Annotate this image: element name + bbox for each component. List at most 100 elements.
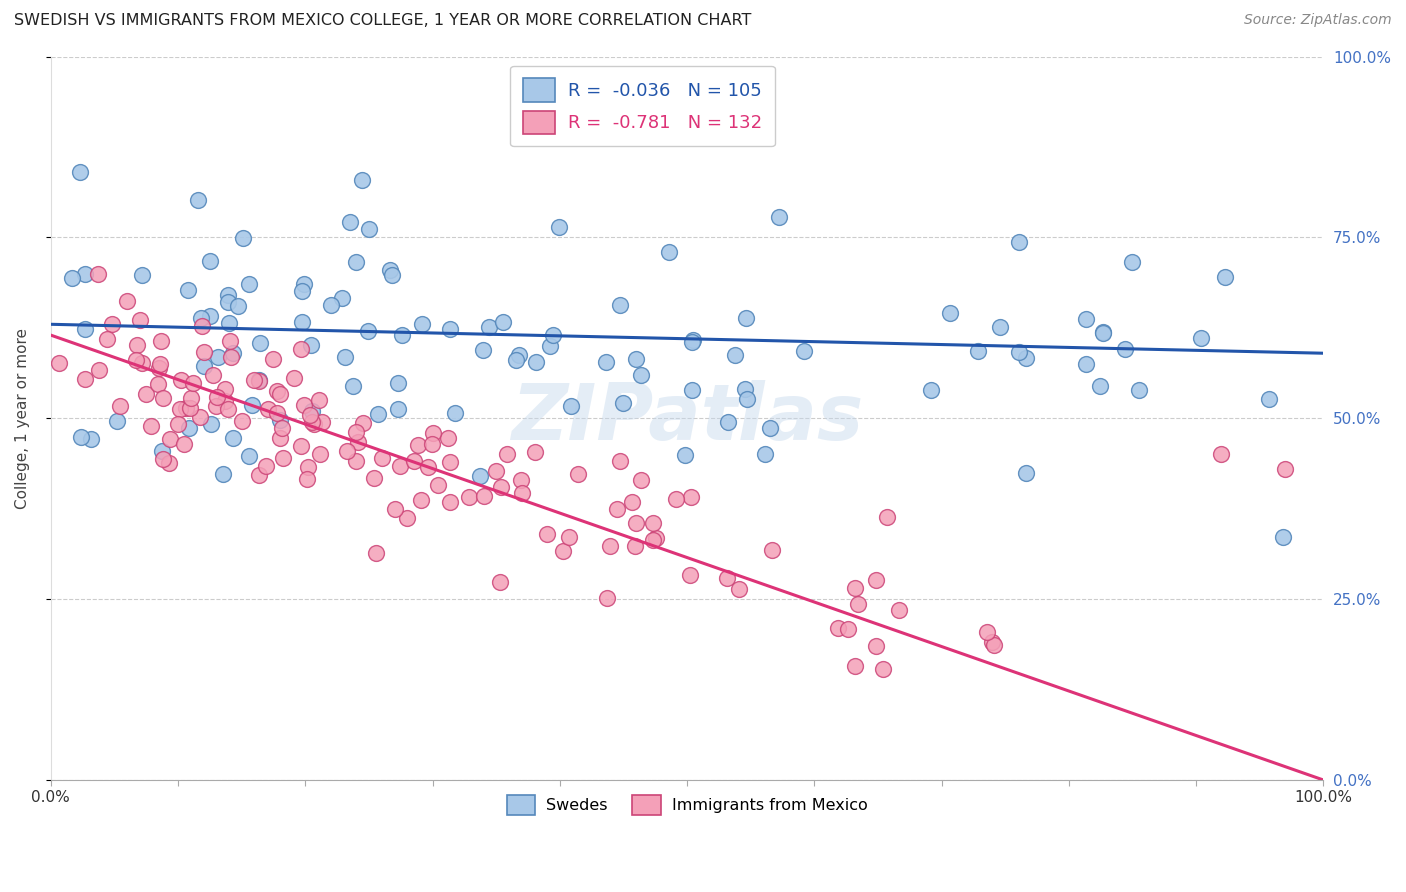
Text: SWEDISH VS IMMIGRANTS FROM MEXICO COLLEGE, 1 YEAR OR MORE CORRELATION CHART: SWEDISH VS IMMIGRANTS FROM MEXICO COLLEG… xyxy=(14,13,751,29)
Point xyxy=(367,407,389,421)
Point xyxy=(198,309,221,323)
Y-axis label: College, 1 year or more: College, 1 year or more xyxy=(15,328,30,508)
Text: Source: ZipAtlas.com: Source: ZipAtlas.com xyxy=(1244,13,1392,28)
Text: ZIPatlas: ZIPatlas xyxy=(510,380,863,457)
Point xyxy=(470,469,492,483)
Point xyxy=(148,360,170,375)
Point xyxy=(218,317,240,331)
Point xyxy=(1015,351,1038,365)
Point xyxy=(553,543,575,558)
Point xyxy=(269,431,291,445)
Point xyxy=(152,452,174,467)
Point xyxy=(983,638,1005,652)
Point xyxy=(131,268,153,282)
Point xyxy=(217,288,239,302)
Point xyxy=(624,516,647,531)
Point xyxy=(547,220,569,235)
Point xyxy=(200,253,222,268)
Point xyxy=(496,447,519,461)
Point xyxy=(524,445,547,459)
Point xyxy=(472,489,495,503)
Point xyxy=(524,354,547,368)
Point xyxy=(207,351,229,365)
Point xyxy=(865,639,887,653)
Point xyxy=(967,343,990,358)
Point xyxy=(125,338,148,352)
Point xyxy=(599,539,621,553)
Point xyxy=(269,387,291,401)
Point xyxy=(920,383,942,397)
Legend: Swedes, Immigrants from Mexico: Swedes, Immigrants from Mexico xyxy=(495,783,879,826)
Point xyxy=(292,398,315,412)
Point xyxy=(620,494,643,508)
Point xyxy=(508,348,530,362)
Point xyxy=(681,335,703,350)
Point xyxy=(330,291,353,305)
Point xyxy=(980,635,1002,649)
Point xyxy=(150,444,173,458)
Point xyxy=(48,356,70,370)
Point xyxy=(135,387,157,401)
Point xyxy=(115,294,138,309)
Point xyxy=(167,417,190,432)
Point xyxy=(681,490,703,504)
Point xyxy=(344,425,367,440)
Point xyxy=(567,467,589,482)
Point xyxy=(347,435,370,450)
Point xyxy=(364,545,387,559)
Point xyxy=(402,454,425,468)
Point xyxy=(96,332,118,346)
Point xyxy=(219,350,242,364)
Point xyxy=(319,298,342,312)
Point xyxy=(146,377,169,392)
Point xyxy=(510,474,533,488)
Point xyxy=(301,404,323,418)
Point xyxy=(352,173,374,187)
Point xyxy=(1211,448,1233,462)
Point xyxy=(297,460,319,475)
Point xyxy=(505,353,527,368)
Point xyxy=(188,409,211,424)
Point xyxy=(630,473,652,487)
Point xyxy=(609,298,631,312)
Point xyxy=(177,421,200,435)
Point xyxy=(214,394,236,409)
Point xyxy=(846,597,869,611)
Point xyxy=(359,222,381,236)
Point xyxy=(205,390,228,404)
Point xyxy=(254,459,277,474)
Point xyxy=(297,472,319,486)
Point xyxy=(269,413,291,427)
Point xyxy=(865,573,887,587)
Point xyxy=(344,454,367,468)
Point xyxy=(887,603,910,617)
Point xyxy=(665,492,688,507)
Point xyxy=(177,284,200,298)
Point xyxy=(681,383,703,397)
Point xyxy=(271,421,294,435)
Point xyxy=(728,582,751,596)
Point xyxy=(682,333,704,347)
Point xyxy=(311,415,333,429)
Point xyxy=(173,437,195,451)
Point xyxy=(344,254,367,268)
Point xyxy=(1088,379,1111,393)
Point xyxy=(406,438,429,452)
Point xyxy=(159,432,181,446)
Point xyxy=(157,456,180,470)
Point xyxy=(222,346,245,360)
Point xyxy=(193,359,215,374)
Point xyxy=(381,268,404,282)
Point xyxy=(266,384,288,398)
Point xyxy=(273,450,295,465)
Point xyxy=(87,267,110,281)
Point xyxy=(492,315,515,329)
Point xyxy=(457,490,479,504)
Point xyxy=(426,478,449,492)
Point xyxy=(205,400,228,414)
Point xyxy=(872,662,894,676)
Point xyxy=(596,591,619,606)
Point xyxy=(844,581,866,595)
Point xyxy=(876,510,898,524)
Point xyxy=(595,355,617,369)
